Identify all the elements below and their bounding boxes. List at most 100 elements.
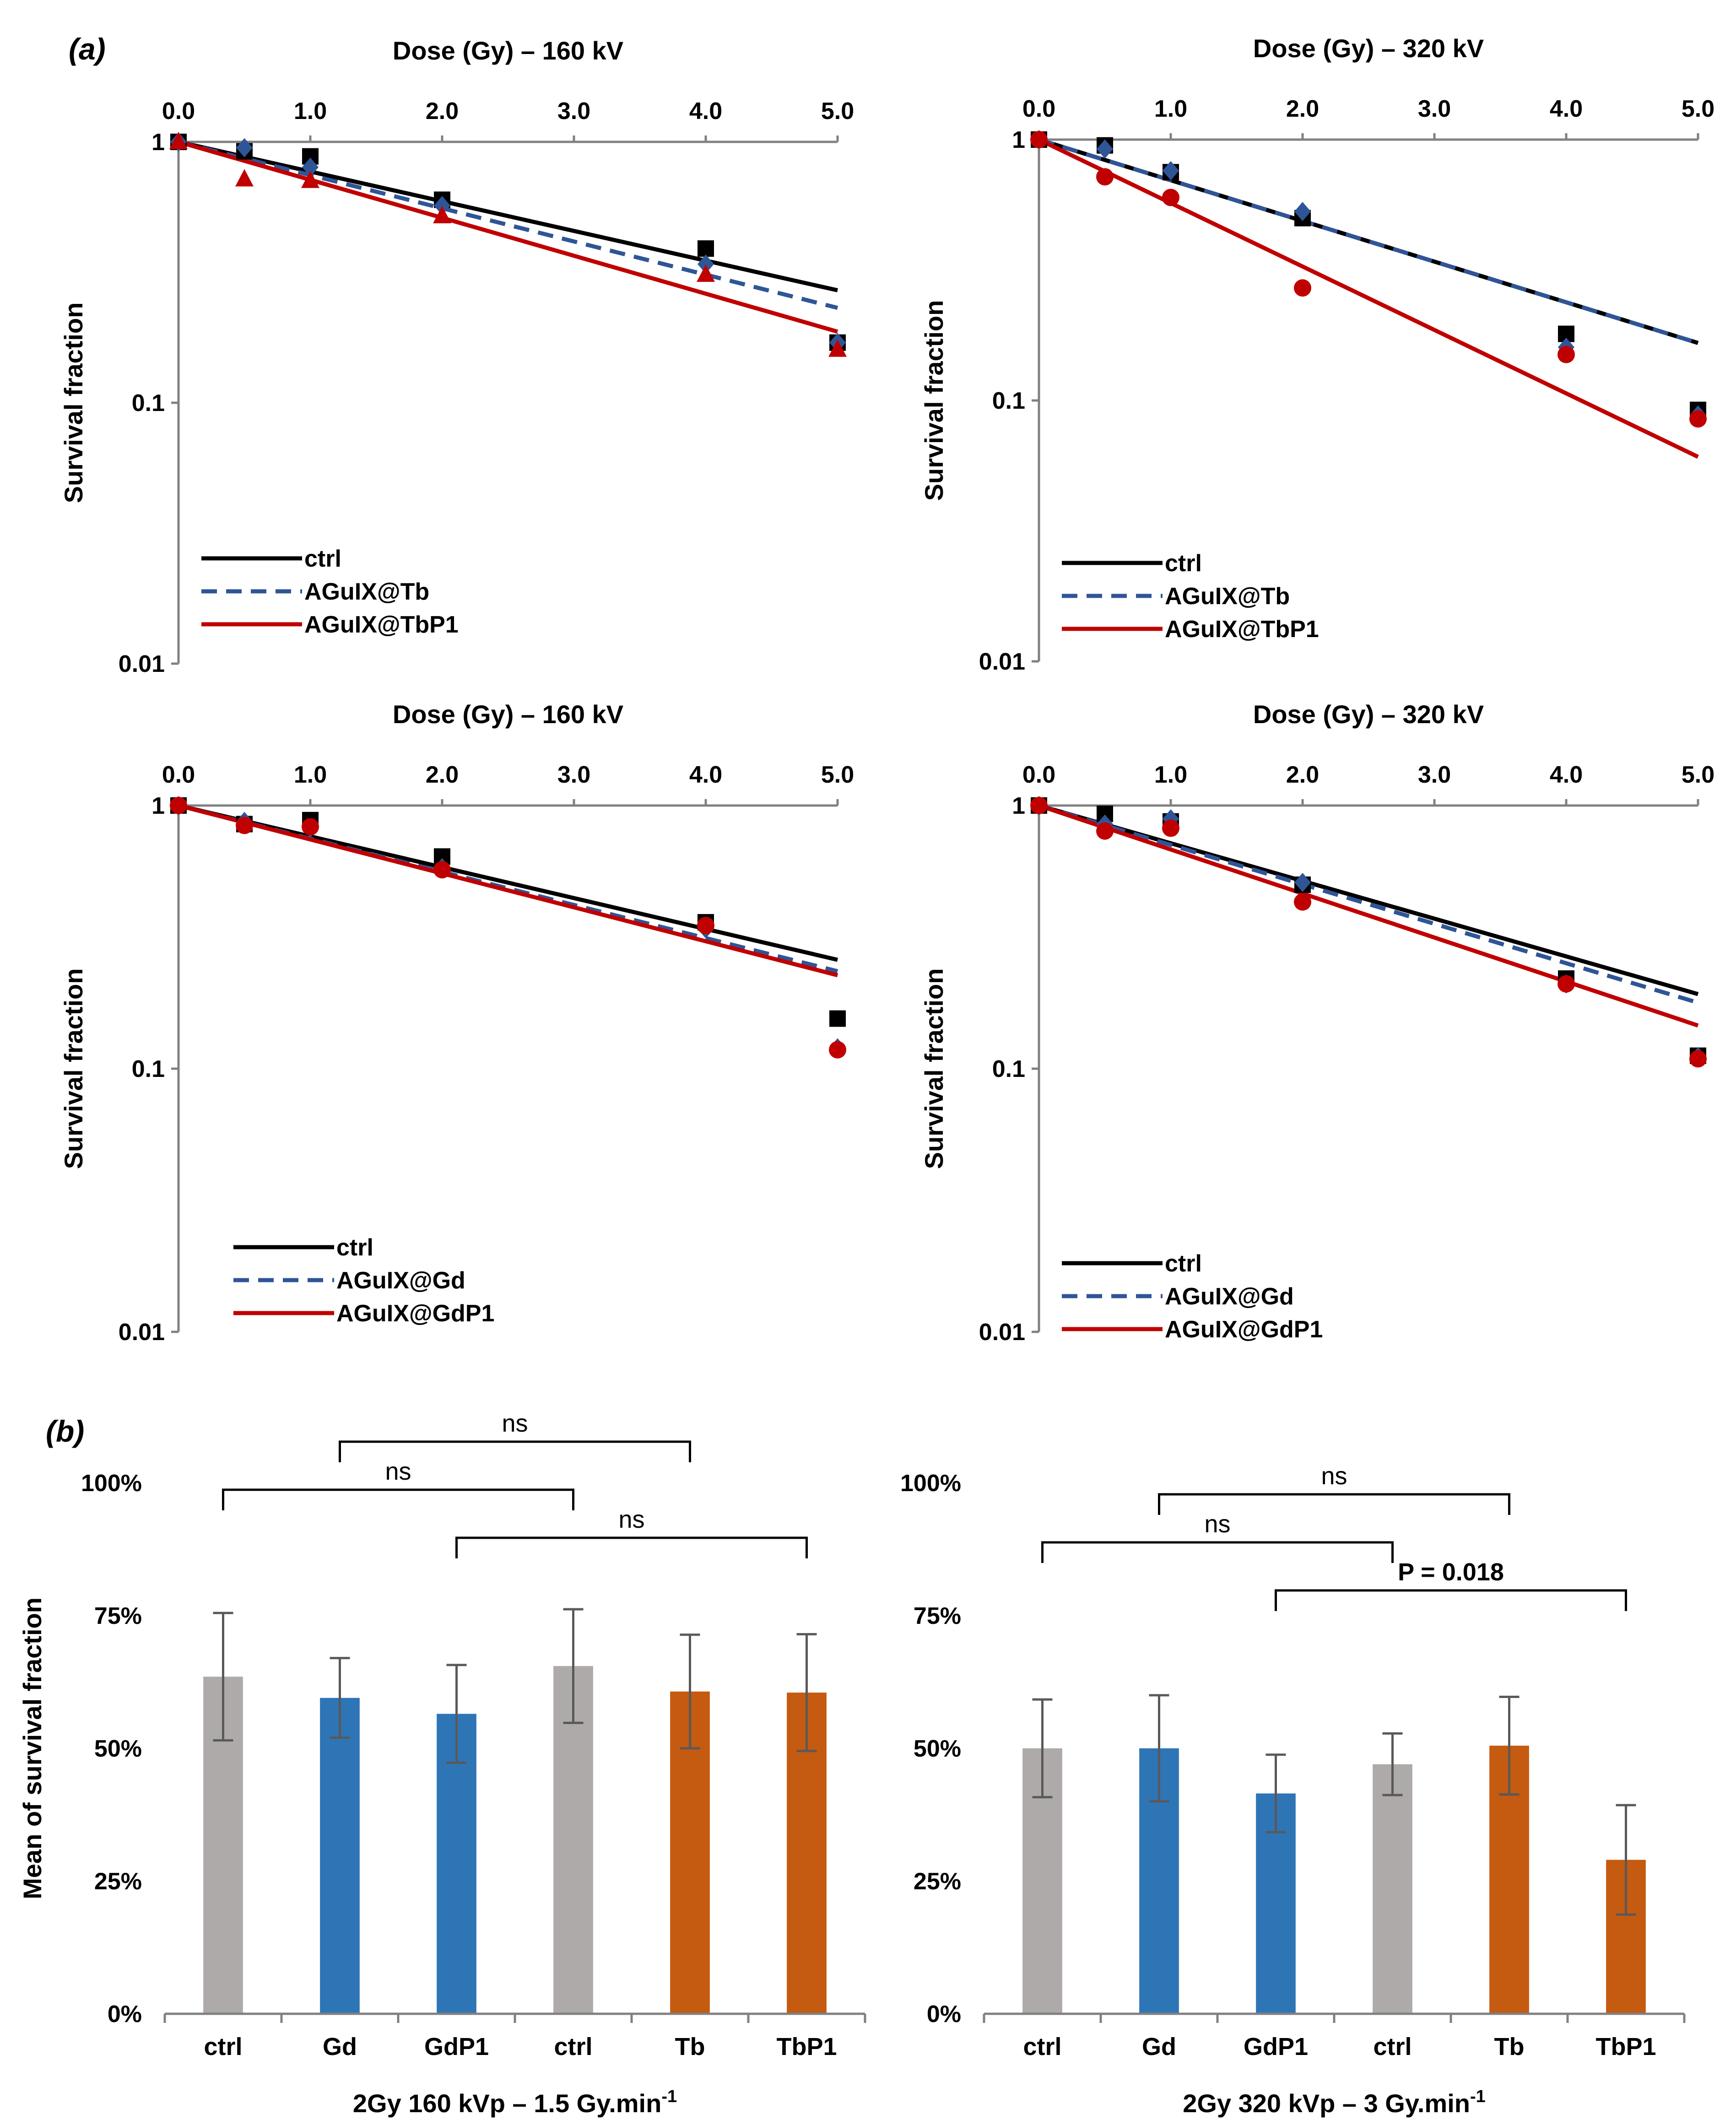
bar-ctrl (553, 1666, 593, 2014)
x-tick-label: 5.0 (1682, 762, 1714, 788)
x-category-label: Tb (675, 2033, 705, 2060)
x-tick-label: 4.0 (1550, 762, 1583, 788)
significance-label: ns (1204, 1510, 1230, 1538)
data-point-aguix-tb (1294, 202, 1311, 222)
data-point-aguix-gdp1 (170, 797, 187, 814)
y-tick-label: 1 (1012, 127, 1025, 153)
bar-chart-320kvp: 0% 25% 50% 75% 100% ctrl Gd GdP1 ctrl Tb TbP1 2Gy 3… (900, 1462, 1686, 2118)
data-point-aguix-gdp1 (1096, 822, 1114, 840)
survival-chart-gd-320kv: Dose (Gy) – 320 kV 0.0 1.0 2.0 3.0 4.0 5.0 1 0.1… (919, 700, 1714, 1346)
x-tick-label: 2.0 (1286, 762, 1319, 788)
data-point-aguix-tbp1 (1030, 131, 1048, 148)
y-tick-label: 0.1 (132, 1056, 165, 1082)
y-tick-label: 0.01 (119, 1319, 165, 1346)
x-axis-title: Dose (Gy) – 160 kV (393, 700, 623, 729)
x-category-label: Gd (1142, 2033, 1176, 2060)
y-tick-label: 0.01 (979, 649, 1025, 675)
x-axis-title: 2Gy 160 kVp – 1.5 Gy.min-1 (353, 2087, 677, 2118)
data-point-aguix-gdp1 (1689, 1050, 1707, 1068)
y-tick-label: 0.1 (132, 390, 165, 416)
x-tick-label: 4.0 (689, 98, 722, 124)
legend-label: AGuIX@Gd (1165, 1283, 1294, 1310)
data-point-aguix-tb (434, 196, 450, 216)
fit-line-aguix-tb (178, 140, 838, 310)
data-point-aguix-tb (698, 254, 714, 274)
data-point-aguix-tb (1163, 161, 1179, 180)
data-point-aguix-tb (1097, 139, 1113, 159)
x-tick-label: 1.0 (294, 762, 327, 788)
y-axis-title: Survival fraction (59, 303, 88, 503)
data-point-aguix-gdp1 (697, 917, 714, 935)
y-axis-title: Survival fraction (59, 968, 88, 1169)
x-tick-label: 1.0 (1154, 762, 1187, 788)
fit-line-aguix-gd (1038, 803, 1699, 1005)
x-category-label: ctrl (554, 2033, 592, 2060)
fit-line-ctrl (178, 140, 838, 292)
y-tick-label: 100% (900, 1470, 961, 1497)
significance-bracket (455, 1536, 808, 1558)
x-tick-label: 0.0 (162, 762, 195, 788)
y-tick-label: 1 (151, 793, 165, 819)
legend-label: AGuIX@Tb (304, 579, 429, 605)
y-tick-label: 0.01 (979, 1319, 1025, 1346)
x-tick-label: 0.0 (1022, 96, 1055, 122)
legend-label: AGuIX@Gd (336, 1267, 465, 1294)
x-tick-label: 5.0 (821, 98, 854, 124)
data-point-aguix-tbp1 (301, 170, 319, 188)
x-category-label: Gd (323, 2033, 357, 2060)
significance-bracket (222, 1488, 574, 1510)
data-point-aguix-tbp1 (697, 264, 715, 282)
data-point-aguix-gdp1 (1558, 975, 1575, 993)
x-tick-label: 0.0 (162, 98, 195, 124)
fit-line-aguix-tbp1 (178, 140, 838, 334)
bar-gd (320, 1698, 360, 2014)
data-point-aguix-tbp1 (828, 339, 847, 357)
y-tick-label: 1 (1012, 793, 1025, 819)
significance-label: ns (502, 1410, 528, 1437)
y-axis-title: Mean of survival fraction (18, 1597, 47, 1899)
legend-label: AGuIX@TbP1 (304, 611, 459, 638)
significance-bracket (1041, 1541, 1394, 1563)
x-category-label: TbP1 (1595, 2033, 1656, 2060)
data-point-aguix-gdp1 (1030, 797, 1048, 814)
data-point-aguix-gdp1 (236, 816, 253, 834)
data-point-aguix-tbp1 (1162, 189, 1179, 206)
x-axis-title: Dose (Gy) – 320 kV (1253, 34, 1484, 63)
x-tick-label: 4.0 (689, 762, 722, 788)
x-tick-label: 3.0 (557, 762, 590, 788)
data-point-ctrl (698, 240, 714, 257)
data-point-aguix-tbp1 (1558, 346, 1575, 363)
survival-chart-tb-320kv: Dose (Gy) – 320 kV 0.0 1.0 2.0 3.0 4.0 5.0 1 0.1… (919, 34, 1714, 675)
fit-line-aguix-tb (1038, 137, 1699, 345)
legend-label: AGuIX@GdP1 (1165, 1316, 1323, 1343)
data-point-aguix-tbp1 (1096, 168, 1114, 186)
significance-bracket (339, 1440, 691, 1462)
legend-label: ctrl (336, 1234, 373, 1261)
x-axis-title: 2Gy 320 kVp – 3 Gy.min-1 (1183, 2087, 1486, 2118)
x-tick-label: 3.0 (1418, 96, 1451, 122)
y-axis-title: Survival fraction (919, 968, 948, 1169)
data-point-aguix-gd (1294, 873, 1311, 892)
bar-ctrl (1373, 1764, 1412, 2014)
data-point-aguix-tb (236, 138, 253, 157)
x-tick-label: 1.0 (1154, 96, 1187, 122)
x-category-label: GdP1 (424, 2033, 489, 2060)
significance-bracket (1275, 1589, 1627, 1611)
y-tick-label: 0.1 (992, 1056, 1025, 1082)
data-point-aguix-gdp1 (1294, 893, 1311, 911)
x-tick-label: 0.0 (1022, 762, 1055, 788)
y-tick-label: 1 (151, 129, 165, 156)
significance-label: ns (1321, 1462, 1347, 1490)
data-point-aguix-tb (302, 157, 319, 177)
x-category-label: TbP1 (776, 2033, 837, 2060)
y-tick-label: 50% (94, 1736, 142, 1762)
data-point-aguix-gdp1 (829, 1041, 846, 1059)
panel-label-b: (b) (46, 1414, 84, 1448)
data-point-aguix-gdp1 (433, 861, 451, 879)
fit-line-aguix-gdp1 (1038, 803, 1699, 1027)
significance-bracket (1158, 1493, 1510, 1515)
x-tick-label: 2.0 (426, 762, 459, 788)
legend-label: ctrl (1165, 550, 1202, 577)
x-category-label: ctrl (204, 2033, 242, 2060)
